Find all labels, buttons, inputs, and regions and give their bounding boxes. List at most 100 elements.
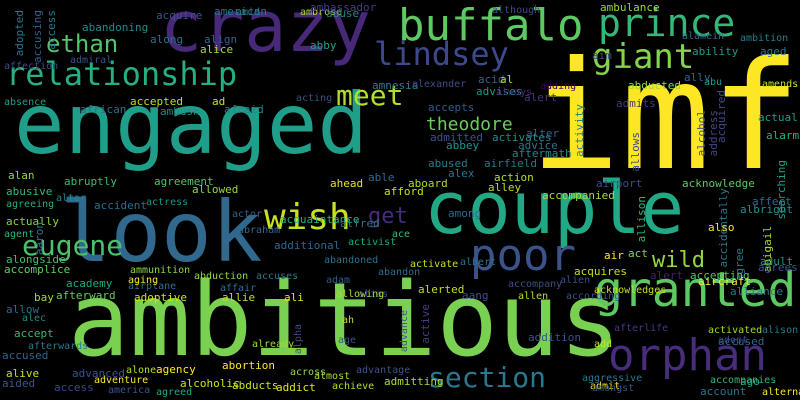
cloud-word: agreeing	[6, 199, 55, 210]
cloud-word: advice	[518, 139, 558, 152]
cloud-word: abandon	[378, 267, 421, 278]
cloud-word: ethan	[46, 30, 119, 58]
cloud-word: among	[448, 207, 482, 220]
cloud-word: air	[604, 249, 624, 262]
cloud-word: section	[428, 361, 547, 394]
cloud-word: agency	[156, 363, 196, 376]
cloud-word: abraham	[238, 225, 281, 236]
cloud-word: abuse	[326, 7, 360, 20]
cloud-word: afterwards	[28, 341, 89, 352]
cloud-word: ambulance	[600, 1, 660, 14]
cloud-word: airport	[596, 177, 643, 190]
cloud-word: allows	[629, 132, 642, 172]
cloud-word: afraid	[224, 103, 264, 116]
cloud-word: aircraft	[698, 275, 751, 288]
cloud-word: adoptive	[134, 291, 187, 304]
cloud-word: abused	[428, 157, 468, 170]
cloud-word: agreement	[154, 175, 214, 188]
cloud-word: america	[108, 385, 151, 396]
cloud-word: actress	[146, 197, 189, 208]
cloud-word: advanced	[72, 367, 125, 380]
cloud-word: agreed	[156, 387, 193, 398]
cloud-word: align	[204, 33, 238, 46]
cloud-word: allowing	[336, 289, 385, 300]
cloud-word: ambush	[160, 105, 200, 118]
cloud-word: agent	[4, 229, 35, 240]
cloud-word: agrees	[758, 261, 798, 274]
cloud-word: orphan	[608, 330, 767, 381]
cloud-word: acquired	[715, 90, 728, 143]
cloud-word: addict	[276, 381, 316, 394]
cloud-word: affection	[4, 61, 59, 72]
cloud-word: absence	[4, 97, 47, 108]
cloud-word: actor	[232, 209, 263, 220]
cloud-word: couple	[424, 166, 685, 250]
cloud-word: african	[80, 103, 127, 116]
cloud-word: abducted	[628, 79, 681, 92]
cloud-word: aggressive	[582, 373, 643, 384]
cloud-word: adult	[760, 255, 794, 268]
cloud-word: airfield	[484, 157, 537, 170]
cloud-word: alan	[8, 169, 35, 182]
cloud-word: access	[45, 10, 58, 50]
cloud-word: adopted	[13, 10, 26, 57]
cloud-word: acting	[296, 93, 333, 104]
cloud-word: ali	[284, 291, 304, 304]
cloud-word: alerted	[418, 283, 465, 296]
cloud-word: alert	[650, 269, 684, 282]
cloud-word: alamein	[682, 31, 725, 42]
cloud-word: activate	[410, 259, 459, 270]
cloud-word: advantage	[356, 365, 411, 376]
cloud-word: altar	[56, 193, 87, 204]
cloud-word: alarm	[766, 129, 800, 142]
cloud-word: wild	[652, 248, 705, 273]
cloud-word: abby	[310, 39, 337, 52]
cloud-word: already	[252, 339, 295, 350]
cloud-word: always	[496, 87, 533, 98]
cloud-word: poor	[470, 230, 576, 281]
cloud-word: abruptly	[64, 175, 117, 188]
cloud-word: abortion	[222, 359, 275, 372]
cloud-word: ability	[692, 45, 739, 58]
cloud-word: meet	[336, 79, 404, 112]
cloud-word: acknowledge	[682, 177, 755, 190]
cloud-word: get	[368, 204, 408, 229]
cloud-word: acquire	[156, 9, 203, 22]
cloud-word: bay	[34, 291, 54, 304]
cloud-word: advises	[476, 85, 523, 98]
cloud-word: ace	[392, 229, 411, 240]
cloud-word: ah	[342, 315, 355, 326]
cloud-word: almost	[314, 371, 351, 382]
cloud-word: alliance	[730, 285, 783, 298]
cloud-word: allowed	[192, 183, 239, 196]
cloud-word: age	[338, 335, 357, 346]
cloud-word: aang	[462, 289, 489, 302]
cloud-word: airplane	[128, 281, 177, 292]
cloud-word: alert	[524, 91, 558, 104]
cloud-word: giant	[592, 37, 695, 77]
cloud-word: acquires	[574, 265, 627, 278]
cloud-word: alice	[200, 43, 234, 56]
cloud-word: allen	[518, 291, 549, 302]
cloud-word: also	[708, 221, 735, 234]
cloud-word: ambassador	[310, 1, 377, 14]
cloud-word: ambitious	[68, 261, 621, 380]
cloud-word: acknowledges	[594, 285, 667, 296]
cloud-word: abandoning	[82, 21, 149, 34]
cloud-word: activated	[708, 325, 763, 336]
cloud-word: accepted	[130, 95, 183, 108]
cloud-word: accompanies	[710, 375, 777, 386]
cloud-word: look	[60, 183, 263, 281]
cloud-word: accepting	[690, 269, 750, 282]
cloud-word: accomplice	[4, 263, 71, 276]
cloud-word: alongside	[6, 253, 66, 266]
cloud-word: amid	[236, 7, 261, 18]
cloud-word: lindsey	[374, 35, 509, 73]
cloud-word: affect	[752, 195, 792, 208]
cloud-word: wish	[264, 197, 351, 238]
cloud-word: crazy	[160, 0, 371, 68]
cloud-word: allie	[222, 291, 256, 304]
cloud-word: alley	[488, 181, 522, 194]
cloud-word: act	[628, 247, 648, 260]
cloud-word: active	[419, 304, 432, 344]
